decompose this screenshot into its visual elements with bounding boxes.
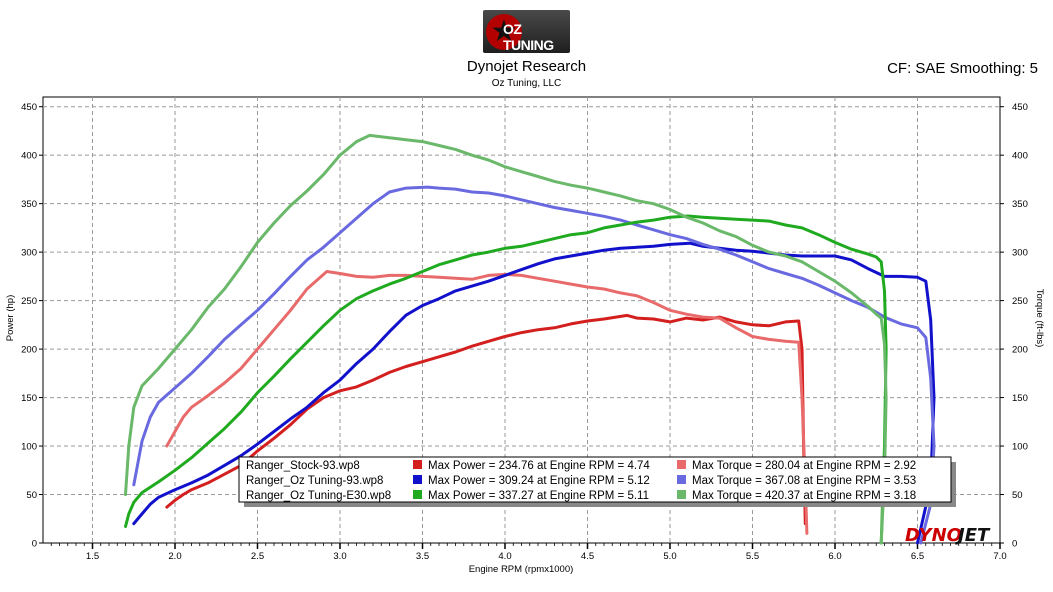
x-tick-label: 6.0	[828, 551, 841, 562]
y-right-tick-label: 400	[1012, 151, 1028, 162]
oz-tuning-logo: ★ OZ TUNING	[483, 10, 570, 53]
logo-text: OZ TUNING	[503, 21, 554, 53]
y-left-tick-label: 100	[21, 442, 37, 453]
y-right-tick-label: 50	[1012, 490, 1023, 501]
x-tick-label: 4.0	[498, 551, 511, 562]
legend-run-name: Ranger_Oz Tuning-E30.wp8	[246, 490, 391, 502]
series-lines	[124, 133, 936, 545]
legend-max-torque: Max Torque = 367.08 at Engine RPM = 3.53	[692, 475, 916, 487]
legend: Ranger_Stock-93.wp8 Ranger_Oz Tuning-93.…	[238, 456, 956, 507]
x-tick-label: 5.0	[663, 551, 676, 562]
correction-factor-label: CF: SAE Smoothing: 5	[887, 60, 1038, 77]
y-right-tick-label: 250	[1012, 296, 1028, 307]
star-emblem-icon: ★	[486, 14, 522, 50]
y-left-tick-label: 150	[21, 393, 37, 404]
series-line	[124, 133, 888, 545]
y-left-tick-label: 300	[21, 248, 37, 259]
legend-swatch	[677, 490, 686, 499]
y-left-tick-label: 250	[21, 296, 37, 307]
legend-max-torque: Max Torque = 420.37 at Engine RPM = 3.18	[692, 490, 916, 502]
y-left-tick-label: 200	[21, 345, 37, 356]
legend-swatch	[413, 475, 422, 484]
series-line	[132, 241, 936, 545]
y-axis-right-title: Torque (ft-lbs)	[1034, 289, 1045, 348]
legend-run-name: Ranger_Oz Tuning-93.wp8	[246, 475, 383, 487]
legend-swatch	[677, 460, 686, 469]
x-tick-label: 3.0	[333, 551, 346, 562]
y-left-tick-label: 0	[32, 539, 37, 550]
legend-max-torque: Max Torque = 280.04 at Engine RPM = 2.92	[692, 460, 916, 472]
legend-swatch	[413, 490, 422, 499]
x-tick-label: 6.5	[911, 551, 924, 562]
brand-text-right: JET	[955, 525, 991, 546]
y-left-tick-label: 400	[21, 151, 37, 162]
y-left-tick-label: 50	[26, 490, 37, 501]
series-line	[124, 214, 888, 545]
series-line	[165, 313, 807, 526]
legend-swatch	[413, 460, 422, 469]
legend-max-power: Max Power = 337.27 at Engine RPM = 5.11	[428, 490, 649, 502]
x-tick-label: 1.5	[86, 551, 99, 562]
x-tick-label: 7.0	[993, 551, 1006, 562]
y-right-tick-label: 200	[1012, 345, 1028, 356]
dynojet-brand-mark: DYNO JET	[905, 525, 991, 546]
y-right-tick-label: 350	[1012, 199, 1028, 210]
series-line	[132, 185, 936, 545]
y-right-tick-label: 150	[1012, 393, 1028, 404]
x-tick-label: 5.5	[746, 551, 759, 562]
x-tick-label: 2.0	[168, 551, 181, 562]
chart-title: Dynojet Research	[466, 58, 587, 75]
legend-box	[238, 456, 952, 503]
ticks: 1.5 2.0 2.5 3.0 3.5 4.0 4.5 5.0 5.5 6.0 6.5 7.0 0 0 50…	[21, 102, 1028, 562]
series-line	[165, 270, 809, 535]
y-right-tick-label: 450	[1012, 102, 1028, 113]
x-axis-title: Engine RPM (rpmx1000)	[469, 564, 574, 575]
brand-text-left: DYNO	[905, 525, 962, 546]
y-right-tick-label: 300	[1012, 248, 1028, 259]
legend-max-power: Max Power = 234.76 at Engine RPM = 4.74	[428, 460, 650, 472]
x-tick-label: 4.5	[581, 551, 594, 562]
x-tick-label: 3.5	[416, 551, 429, 562]
legend-max-power: Max Power = 309.24 at Engine RPM = 5.12	[428, 475, 650, 487]
y-axis-left-title: Power (hp)	[5, 295, 16, 341]
legend-run-name: Ranger_Stock-93.wp8	[246, 460, 360, 472]
y-right-tick-label: 0	[1012, 539, 1017, 550]
y-left-tick-label: 450	[21, 102, 37, 113]
x-tick-label: 2.5	[251, 551, 264, 562]
legend-swatch	[677, 475, 686, 484]
y-left-tick-label: 350	[21, 199, 37, 210]
y-right-tick-label: 100	[1012, 442, 1028, 453]
chart-subtitle: Oz Tuning, LLC	[491, 78, 562, 89]
